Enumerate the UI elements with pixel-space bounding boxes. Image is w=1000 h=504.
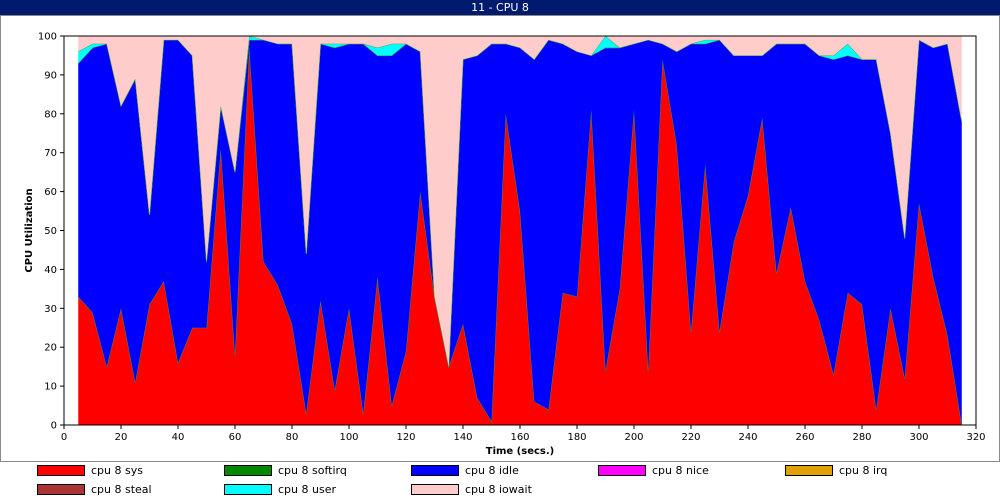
legend-label: cpu 8 steal [91, 483, 152, 496]
x-tick-label: 160 [510, 432, 529, 443]
x-tick-label: 300 [909, 432, 928, 443]
legend-item-cpu-8-iowait: cpu 8 iowait [411, 483, 532, 497]
legend-label: cpu 8 nice [652, 464, 709, 477]
x-tick-label: 100 [339, 432, 358, 443]
legend-item-cpu-8-nice: cpu 8 nice [598, 464, 709, 478]
x-tick-label: 240 [738, 432, 757, 443]
legend-swatch [37, 464, 85, 476]
x-tick-label: 220 [681, 432, 700, 443]
x-tick-label: 60 [229, 432, 242, 443]
legend-item-cpu-8-user: cpu 8 user [224, 483, 336, 497]
legend-item-cpu-8-steal: cpu 8 steal [37, 483, 152, 497]
legend-label: cpu 8 sys [91, 464, 143, 477]
x-tick-label: 120 [396, 432, 415, 443]
y-tick-label: 10 [44, 382, 57, 393]
legend-label: cpu 8 user [278, 483, 336, 496]
series-area-cpu-8-sys [78, 47, 962, 426]
y-tick-label: 30 [44, 304, 57, 315]
legend-item-cpu-8-irq: cpu 8 irq [785, 464, 887, 478]
y-tick-label: 50 [44, 226, 57, 237]
cpu-utilization-chart: 0 20 40 60 80 100 120 140 160 180 200 220 240 260 280 3… [0, 15, 1000, 462]
y-tick-label: 20 [44, 343, 57, 354]
legend-swatch [224, 483, 272, 495]
y-tick-label: 0 [51, 421, 57, 432]
legend-swatch [411, 483, 459, 495]
series-area-cpu-8-iowait [78, 36, 962, 367]
legend-label: cpu 8 idle [465, 464, 519, 477]
x-tick-label: 280 [852, 432, 871, 443]
series-area-cpu-8-idle [78, 39, 962, 425]
legend-swatch [785, 464, 833, 476]
legend-label: cpu 8 iowait [465, 483, 532, 496]
legend-item-cpu-8-softirq: cpu 8 softirq [224, 464, 347, 478]
window-title: 11 - CPU 8 [471, 1, 529, 14]
legend-label: cpu 8 irq [839, 464, 888, 477]
legend-swatch [37, 483, 85, 495]
y-tick-label: 60 [44, 187, 57, 198]
x-tick-label: 320 [966, 432, 985, 443]
x-tick-label: 140 [453, 432, 472, 443]
legend-item-cpu-8-idle: cpu 8 idle [411, 464, 519, 478]
x-tick-label: 260 [795, 432, 814, 443]
y-axis-label: CPU Utilization [24, 188, 35, 272]
x-tick-label: 20 [115, 432, 128, 443]
x-tick-label: 0 [61, 432, 67, 443]
x-tick-label: 40 [172, 432, 185, 443]
chart-legend: cpu 8 sys cpu 8 softirq cpu 8 idle cpu 8 ni… [0, 462, 1000, 504]
y-tick-label: 40 [44, 265, 57, 276]
x-tick-label: 80 [286, 432, 299, 443]
y-tick-label: 100 [38, 32, 57, 43]
legend-swatch [598, 464, 646, 476]
y-tick-label: 80 [44, 109, 57, 120]
x-tick-label: 180 [567, 432, 586, 443]
legend-item-cpu-8-sys: cpu 8 sys [37, 464, 143, 478]
legend-label: cpu 8 softirq [278, 464, 347, 477]
x-tick-label: 200 [624, 432, 643, 443]
x-axis-label: Time (secs.) [486, 446, 555, 457]
window-title-bar: 11 - CPU 8 [0, 0, 1000, 15]
y-tick-label: 70 [44, 148, 57, 159]
y-tick-label: 90 [44, 70, 57, 81]
legend-swatch [224, 464, 272, 476]
legend-swatch [411, 464, 459, 476]
